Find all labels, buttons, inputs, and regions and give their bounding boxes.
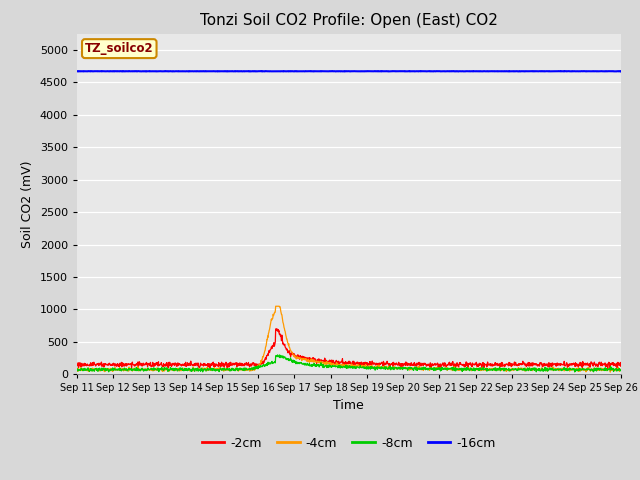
Y-axis label: Soil CO2 (mV): Soil CO2 (mV) [21,160,34,248]
Title: Tonzi Soil CO2 Profile: Open (East) CO2: Tonzi Soil CO2 Profile: Open (East) CO2 [200,13,498,28]
Text: TZ_soilco2: TZ_soilco2 [85,42,154,55]
Legend: -2cm, -4cm, -8cm, -16cm: -2cm, -4cm, -8cm, -16cm [197,432,501,455]
X-axis label: Time: Time [333,399,364,412]
